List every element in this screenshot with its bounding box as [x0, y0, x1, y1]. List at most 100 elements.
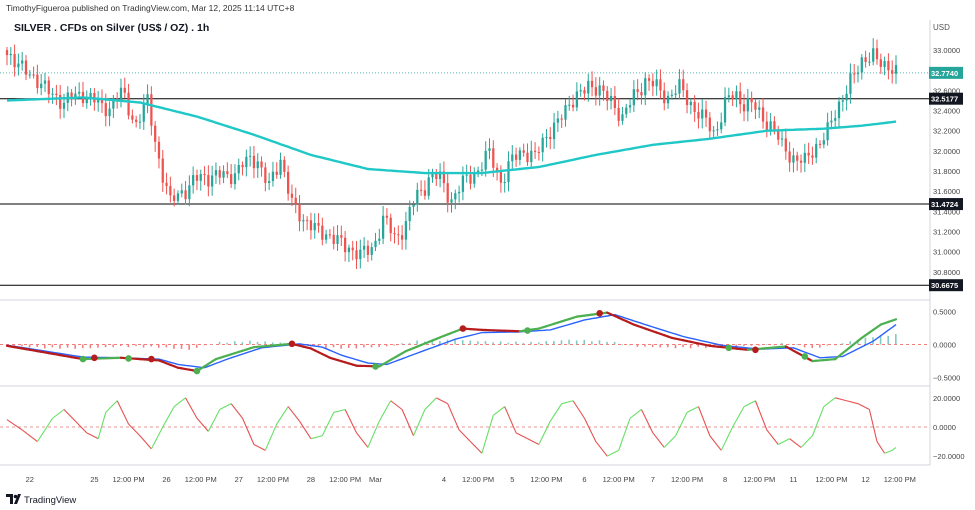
level-price-badge[interactable]: 30.6675: [929, 279, 963, 292]
momentum-signal-dot[interactable]: [79, 355, 87, 363]
candlestick[interactable]: [142, 94, 145, 130]
candlestick[interactable]: [720, 112, 723, 134]
momentum-signal-dot[interactable]: [193, 367, 201, 375]
candlestick[interactable]: [457, 185, 461, 203]
candlestick[interactable]: [435, 168, 438, 186]
candlestick[interactable]: [28, 70, 31, 79]
momentum-slow-line[interactable]: [6, 313, 897, 369]
candlestick[interactable]: [587, 73, 590, 102]
momentum-signal-dot[interactable]: [524, 327, 531, 334]
candlestick[interactable]: [423, 180, 427, 200]
candlestick[interactable]: [727, 87, 730, 103]
candlestick[interactable]: [659, 69, 662, 99]
candlestick[interactable]: [211, 165, 214, 196]
candlestick[interactable]: [237, 158, 240, 181]
candlestick[interactable]: [287, 165, 290, 201]
candlestick[interactable]: [454, 189, 457, 210]
candlestick[interactable]: [845, 85, 848, 111]
time-axis[interactable]: 22 25 12:00 PM 26 12:00 PM 27 12:00 PM 28 12:00 …: [26, 475, 916, 484]
candlestick[interactable]: [777, 125, 780, 146]
candlestick[interactable]: [241, 161, 244, 176]
candlestick[interactable]: [192, 166, 195, 194]
momentum-signal-dot[interactable]: [288, 340, 296, 348]
candlestick[interactable]: [552, 112, 556, 149]
candlestick[interactable]: [488, 138, 491, 160]
candlestick[interactable]: [446, 173, 449, 213]
candlestick[interactable]: [294, 187, 297, 214]
candlestick[interactable]: [583, 86, 586, 101]
candlestick[interactable]: [571, 94, 575, 112]
candlestick[interactable]: [381, 205, 385, 245]
candlestick[interactable]: [89, 88, 92, 106]
candlestick[interactable]: [302, 214, 305, 232]
candlestick[interactable]: [830, 110, 833, 130]
candlestick[interactable]: [879, 53, 882, 74]
candlestick[interactable]: [393, 227, 396, 244]
candlestick[interactable]: [697, 102, 700, 129]
candlestick[interactable]: [17, 53, 20, 76]
candlestick[interactable]: [701, 99, 704, 129]
candlestick[interactable]: [400, 225, 404, 250]
candlestick[interactable]: [514, 147, 518, 167]
candlestick[interactable]: [704, 100, 708, 127]
candlestick[interactable]: [309, 212, 313, 240]
candlestick[interactable]: [739, 82, 742, 114]
candlestick[interactable]: [663, 82, 666, 111]
candlestick[interactable]: [693, 95, 696, 122]
candlestick[interactable]: [606, 86, 609, 111]
candlestick[interactable]: [860, 54, 863, 80]
candlestick[interactable]: [222, 165, 225, 184]
candlestick[interactable]: [856, 65, 860, 83]
moving-average-line[interactable]: [6, 96, 897, 175]
candlestick[interactable]: [815, 137, 818, 164]
candlestick[interactable]: [119, 78, 123, 108]
candlestick[interactable]: [290, 184, 294, 207]
candlestick[interactable]: [868, 52, 871, 66]
candlestick[interactable]: [188, 175, 191, 207]
candlestick[interactable]: [708, 112, 711, 140]
candlestick[interactable]: [864, 50, 867, 68]
momentum-signal-dot[interactable]: [372, 363, 379, 370]
candlestick[interactable]: [389, 213, 392, 242]
candlestick[interactable]: [100, 89, 104, 114]
momentum-signal-dot[interactable]: [752, 346, 759, 354]
momentum-signal-dot[interactable]: [801, 353, 809, 360]
tradingview-logo[interactable]: TradingView: [6, 494, 76, 506]
candlestick[interactable]: [609, 87, 613, 110]
candlestick[interactable]: [397, 225, 400, 246]
candlestick[interactable]: [651, 73, 654, 97]
candlestick[interactable]: [176, 190, 180, 205]
candlestick[interactable]: [564, 99, 567, 127]
candlestick[interactable]: [355, 240, 358, 270]
candlestick[interactable]: [74, 86, 77, 105]
candlestick[interactable]: [438, 163, 442, 188]
candlestick[interactable]: [416, 182, 419, 212]
candlestick[interactable]: [184, 180, 187, 205]
candlestick[interactable]: [328, 228, 332, 239]
candlestick[interactable]: [233, 164, 237, 190]
candlestick[interactable]: [644, 72, 647, 106]
candlestick[interactable]: [640, 83, 643, 105]
candlestick[interactable]: [343, 230, 347, 262]
candlestick[interactable]: [780, 130, 784, 147]
candlestick[interactable]: [511, 145, 514, 170]
candlestick[interactable]: [313, 213, 316, 239]
candlestick[interactable]: [218, 166, 221, 185]
candlestick[interactable]: [872, 38, 875, 66]
candlestick[interactable]: [442, 161, 446, 193]
candlestick[interactable]: [674, 85, 677, 99]
candlestick[interactable]: [24, 55, 28, 81]
candlestick[interactable]: [43, 72, 47, 93]
candlestick[interactable]: [628, 98, 632, 113]
candlestick[interactable]: [837, 96, 841, 128]
candlestick[interactable]: [655, 69, 658, 96]
candlestick[interactable]: [621, 106, 624, 125]
candlestick[interactable]: [169, 176, 172, 203]
candlestick[interactable]: [469, 165, 472, 190]
candlestick[interactable]: [476, 166, 480, 178]
candlestick[interactable]: [370, 242, 373, 261]
candlestick[interactable]: [518, 147, 522, 166]
candlestick[interactable]: [230, 164, 233, 188]
candlestick[interactable]: [260, 156, 263, 177]
candlestick[interactable]: [340, 225, 343, 247]
